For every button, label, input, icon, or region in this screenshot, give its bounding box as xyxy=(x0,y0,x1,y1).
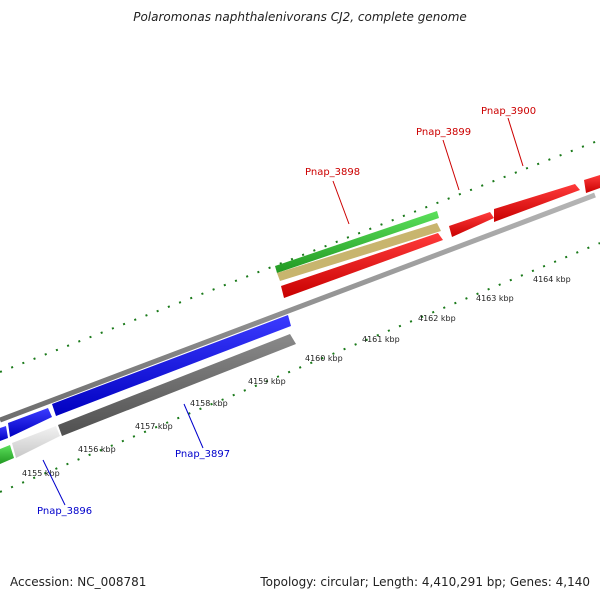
gene-label-pnap-3899[interactable]: Pnap_3899 xyxy=(416,127,471,191)
outer-tick-track xyxy=(0,139,600,373)
map-title: Polaromonas naphthalenivorans CJ2, compl… xyxy=(133,10,467,24)
kbp-label: 4161 kbp xyxy=(362,335,400,344)
gene-label-text: Pnap_3898 xyxy=(305,167,360,178)
gene-label-pnap-3898[interactable]: Pnap_3898 xyxy=(305,167,360,225)
gene-label-text: Pnap_3897 xyxy=(175,449,230,460)
gene-pnap-3898-arrow[interactable] xyxy=(281,233,443,298)
backbone-line xyxy=(0,192,596,423)
gene-next-red-arrow[interactable] xyxy=(584,175,600,193)
kbp-label: 4163 kbp xyxy=(476,294,514,303)
genome-summary-text: Topology: circular; Length: 4,410,291 bp… xyxy=(260,575,590,589)
feature-light-gray[interactable] xyxy=(12,426,60,458)
kbp-label: 4160 kbp xyxy=(305,354,343,363)
kbp-label: 4164 kbp xyxy=(533,275,571,284)
kbp-label: 4155 kbp xyxy=(22,469,60,478)
inner-tick-track xyxy=(0,242,600,493)
gene-blue-edge[interactable] xyxy=(0,426,8,441)
kbp-scale: 4155 kbp 4156 kbp 4157 kbp 4158 kbp 4159… xyxy=(22,275,571,478)
gene-label-text: Pnap_3899 xyxy=(416,127,471,138)
kbp-label: 4158 kbp xyxy=(190,399,228,408)
kbp-label: 4162 kbp xyxy=(418,314,456,323)
gene-pnap-3899-arrow[interactable] xyxy=(449,212,494,237)
gene-label-pnap-3896[interactable]: Pnap_3896 xyxy=(37,459,92,517)
accession-text: Accession: NC_008781 xyxy=(10,575,147,589)
feature-green-upper[interactable] xyxy=(275,211,439,273)
feature-dark-gray[interactable] xyxy=(58,334,296,436)
gene-label-pnap-3897[interactable]: Pnap_3897 xyxy=(175,403,230,460)
gene-blue-large[interactable] xyxy=(52,315,291,416)
gene-label-pnap-3900[interactable]: Pnap_3900 xyxy=(481,106,536,167)
gene-label-text: Pnap_3896 xyxy=(37,506,92,517)
kbp-label: 4159 kbp xyxy=(248,377,286,386)
kbp-label: 4156 kbp xyxy=(78,445,116,454)
feature-green-lower[interactable] xyxy=(0,445,14,464)
feature-tan[interactable] xyxy=(277,223,441,281)
gene-blue-small[interactable] xyxy=(8,408,52,437)
gene-pnap-3900-arrow[interactable] xyxy=(494,184,580,222)
kbp-label: 4157 kbp xyxy=(135,422,173,431)
gene-label-text: Pnap_3900 xyxy=(481,106,536,117)
